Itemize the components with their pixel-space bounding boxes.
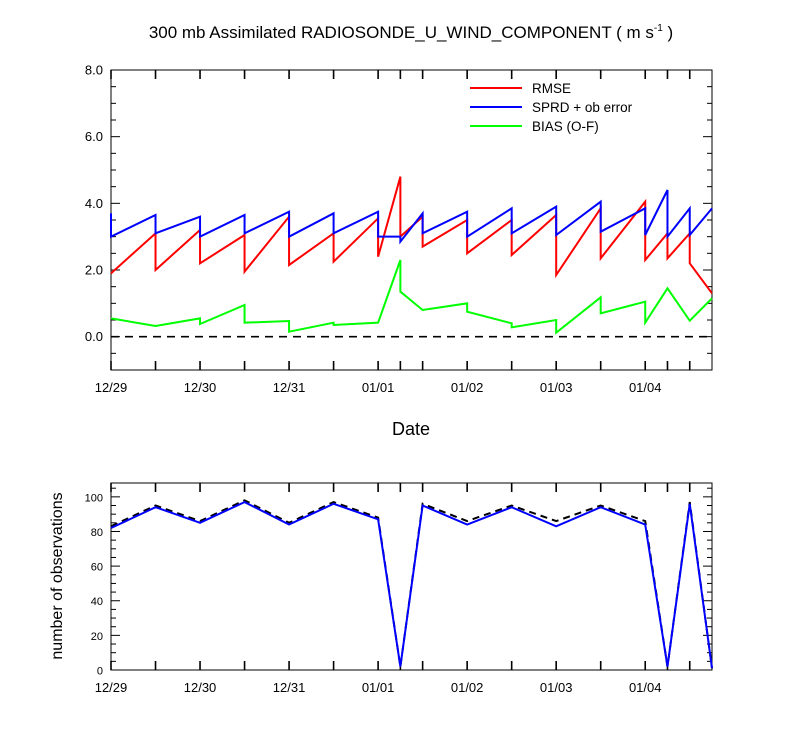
y-tick-label: 6.0 <box>85 129 103 144</box>
x-tick-label: 12/30 <box>184 680 217 695</box>
bottom-x-tick-labels: 12/29 12/30 12/31 01/01 01/02 01/03 01/04 <box>95 680 662 695</box>
legend-label-sprd-ob-error: SPRD + ob error <box>532 100 633 115</box>
y-tick-label: 2.0 <box>85 263 103 278</box>
series-sprd-ob-error <box>110 189 713 245</box>
y-tick-label: 4.0 <box>85 196 103 211</box>
y-tick-label: 0.0 <box>85 329 103 344</box>
x-axis-label: Date <box>392 419 430 439</box>
legend: RMSE SPRD + ob error BIAS (O-F) <box>470 81 633 134</box>
legend-label-rmse: RMSE <box>532 81 571 96</box>
y-tick-label: 20 <box>91 631 103 643</box>
bottom-plot-frame <box>110 482 713 671</box>
y-tick-label: 40 <box>91 596 103 608</box>
x-tick-label: 01/02 <box>451 680 484 695</box>
x-tick-label: 12/31 <box>273 680 306 695</box>
y-tick-label: 80 <box>91 527 103 539</box>
top-series-group <box>110 176 713 335</box>
legend-label-bias-o-f: BIAS (O-F) <box>532 119 599 134</box>
x-tick-label: 01/04 <box>629 380 662 395</box>
y-tick-label: 8.0 <box>85 63 103 78</box>
x-tick-label: 12/31 <box>273 380 306 395</box>
x-tick-label: 01/04 <box>629 680 662 695</box>
x-tick-label: 12/30 <box>184 380 217 395</box>
y-tick-label: 100 <box>85 492 103 504</box>
top-x-tick-labels: 12/29 12/30 12/31 01/01 01/02 01/03 01/04 <box>95 380 662 395</box>
top-y-tick-labels: 0.0 2.0 4.0 6.0 8.0 <box>85 63 103 345</box>
x-tick-label: 01/03 <box>540 380 573 395</box>
x-tick-label: 12/29 <box>95 680 128 695</box>
chart-title: 300 mb Assimilated RADIOSONDE_U_WIND_COM… <box>149 23 673 42</box>
x-tick-label: 01/01 <box>362 380 395 395</box>
y-axis-label: number of observations <box>49 492 66 659</box>
title-tail: ) <box>663 23 673 42</box>
bottom-series-group <box>110 499 713 669</box>
x-tick-label: 01/03 <box>540 680 573 695</box>
bottom-axis-ticks <box>110 483 712 671</box>
series-observations-assimilated <box>110 500 713 669</box>
x-tick-label: 12/29 <box>95 380 128 395</box>
y-tick-label: 0 <box>97 666 103 678</box>
series-rmse <box>110 176 713 294</box>
bottom-y-tick-labels: 0 20 40 60 80 100 <box>85 492 103 677</box>
x-tick-label: 01/01 <box>362 680 395 695</box>
y-tick-label: 60 <box>91 562 103 574</box>
title-units-superscript: -1 <box>654 23 663 34</box>
x-tick-label: 01/02 <box>451 380 484 395</box>
series-bias-o-f <box>110 259 713 335</box>
